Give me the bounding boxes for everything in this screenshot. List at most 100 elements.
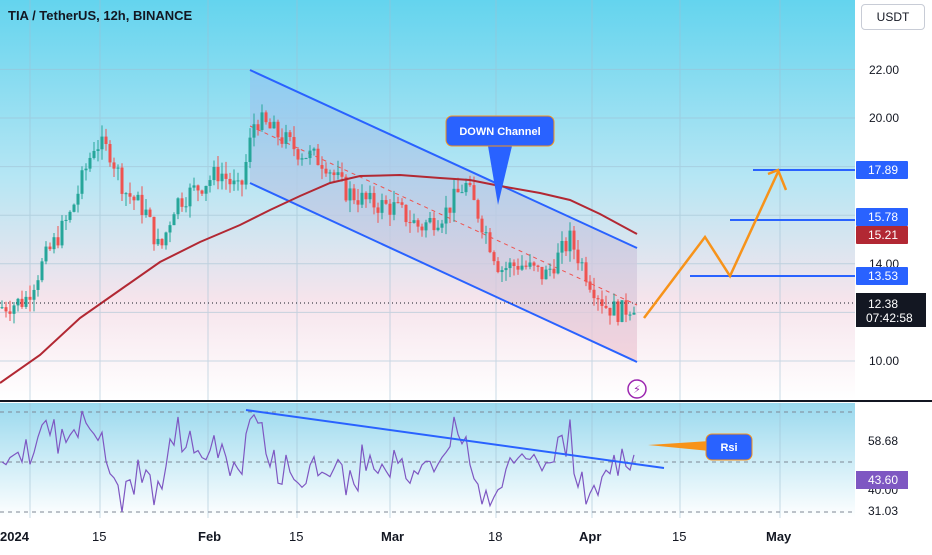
candle — [512, 259, 516, 276]
time-tick-label: 18 — [488, 529, 502, 544]
candle — [464, 178, 468, 196]
candle — [412, 213, 416, 224]
candle — [620, 300, 624, 323]
rsi-callout-box[interactable] — [705, 433, 753, 461]
svg-text:43.60: 43.60 — [868, 473, 898, 487]
time-tick-label: 15 — [289, 529, 303, 544]
candle — [396, 196, 400, 204]
candle — [12, 301, 16, 324]
candle — [36, 275, 40, 297]
currency-button[interactable]: USDT — [861, 4, 925, 30]
down-channel-label: DOWN Channel — [459, 126, 540, 138]
candle — [632, 306, 636, 315]
candle — [400, 198, 404, 208]
candle — [264, 110, 268, 125]
candle — [48, 242, 52, 252]
candle — [544, 265, 548, 280]
svg-text:15.78: 15.78 — [868, 210, 898, 224]
candle — [480, 215, 484, 239]
price-badge: 15.21 — [856, 226, 908, 244]
rsi-callout-pointer — [648, 441, 710, 451]
candle — [284, 124, 288, 149]
candle — [616, 299, 620, 326]
candle — [112, 157, 116, 177]
candle — [268, 118, 272, 129]
candle — [120, 163, 124, 202]
candle — [168, 221, 172, 243]
candle — [236, 172, 240, 191]
candle — [160, 238, 164, 249]
projection-path[interactable] — [643, 171, 780, 319]
candle — [520, 255, 524, 271]
candle — [292, 126, 296, 157]
candle — [420, 223, 424, 237]
event-lightning-icon[interactable] — [627, 379, 647, 399]
svg-text:12.38: 12.38 — [868, 297, 898, 311]
candle — [584, 256, 588, 287]
candle — [532, 261, 536, 272]
candle — [468, 175, 472, 187]
candle — [20, 290, 24, 309]
candle — [352, 184, 356, 205]
down-channel-callout-pointer — [488, 146, 512, 205]
candle — [60, 215, 64, 249]
time-tick-label: May — [766, 529, 792, 544]
time-tick-label: Apr — [579, 529, 601, 544]
candle — [436, 220, 440, 232]
candle — [108, 140, 112, 167]
rsi-value-badge: 43.60 — [856, 471, 908, 489]
candle — [508, 258, 512, 278]
candle — [540, 266, 544, 285]
candle — [568, 222, 572, 262]
channel-fill — [250, 70, 637, 362]
candle — [68, 210, 72, 223]
candle — [624, 293, 628, 323]
svg-text:17.89: 17.89 — [868, 163, 898, 177]
time-tick-label: Mar — [381, 529, 404, 544]
candle — [560, 231, 564, 264]
candle — [600, 290, 604, 314]
candles — [0, 104, 636, 326]
time-axis: 2024 15 Feb 15 Mar 18 Apr 15 May — [0, 529, 792, 544]
candle — [216, 156, 220, 190]
candle — [188, 183, 192, 218]
candle — [72, 203, 76, 213]
candle — [448, 207, 452, 223]
rsi-trendline[interactable] — [245, 409, 665, 469]
candle — [596, 295, 600, 311]
candle — [24, 290, 28, 310]
candle — [184, 197, 188, 213]
candle — [384, 195, 388, 205]
candle — [196, 184, 200, 202]
candle — [612, 293, 616, 316]
down-channel-callout-box[interactable] — [445, 115, 555, 147]
candle — [368, 185, 372, 204]
candle — [492, 250, 496, 266]
candle — [452, 178, 456, 222]
candle — [364, 191, 368, 208]
candle — [136, 191, 140, 201]
candle — [260, 104, 264, 132]
candle — [280, 128, 284, 148]
candle — [192, 177, 196, 191]
candle — [312, 147, 316, 156]
candle — [552, 259, 556, 279]
candle — [496, 257, 500, 274]
candle — [116, 164, 120, 181]
chart-title: TIA / TetherUS, 12h, BINANCE — [8, 8, 193, 23]
price-tick-label: 20.00 — [869, 111, 899, 125]
candle — [576, 239, 580, 271]
candle — [228, 172, 232, 193]
svg-text:15.21: 15.21 — [868, 228, 898, 242]
projection-arrowhead — [767, 168, 788, 191]
candle — [564, 237, 568, 256]
candle — [140, 186, 144, 224]
price-tick-label: 22.00 — [869, 63, 899, 77]
candle — [8, 300, 12, 322]
candle — [360, 184, 364, 209]
candle — [40, 257, 44, 283]
candle — [504, 261, 508, 281]
